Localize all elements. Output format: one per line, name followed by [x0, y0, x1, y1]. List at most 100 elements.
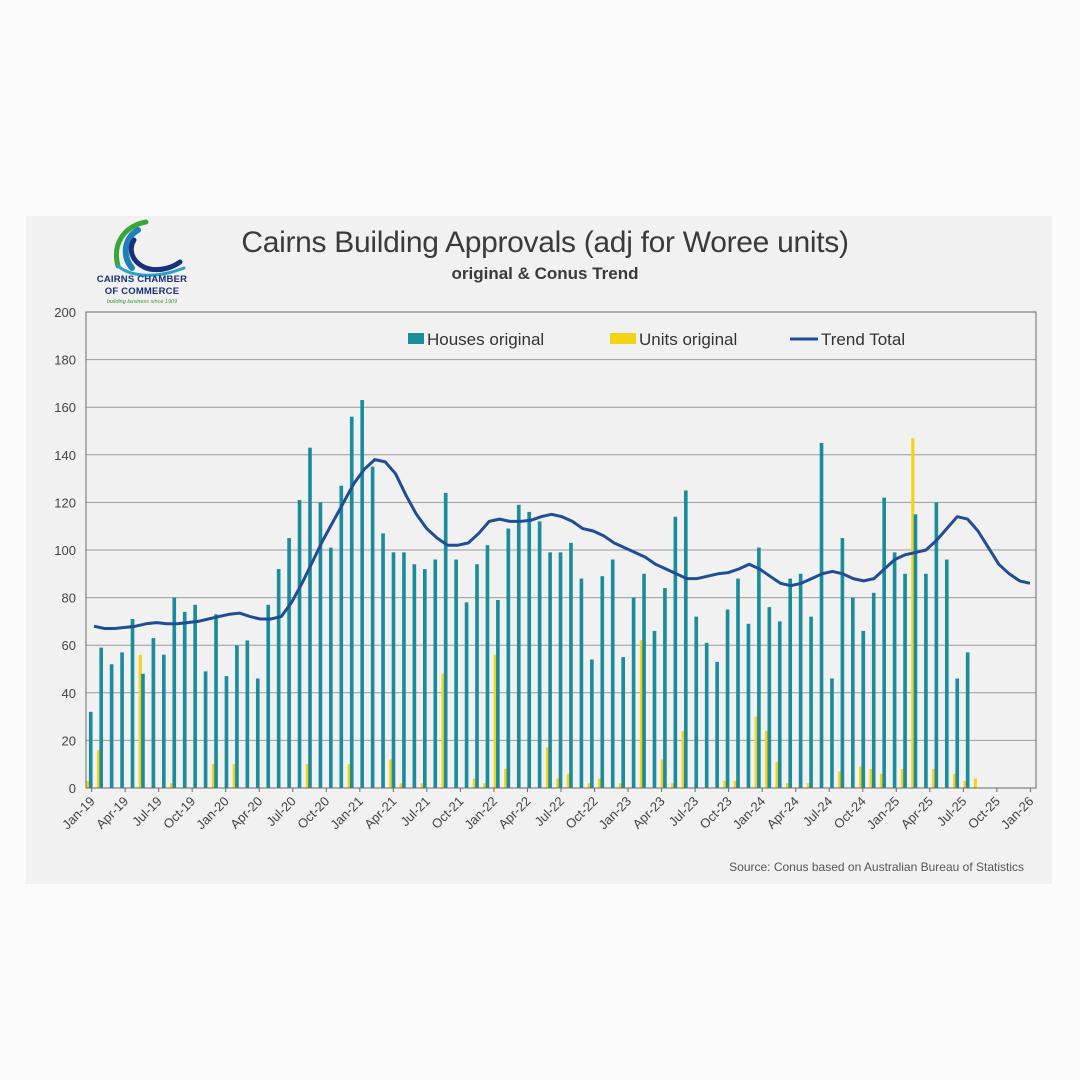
units-bar — [598, 778, 602, 788]
houses-bar — [496, 599, 500, 788]
houses-bar — [757, 547, 761, 788]
units-bar — [723, 780, 727, 788]
houses-bar — [861, 630, 866, 788]
houses-bar — [109, 664, 114, 788]
units-bar — [932, 768, 936, 788]
houses-bar — [924, 573, 928, 788]
houses-bar — [892, 552, 897, 788]
houses-bar — [798, 573, 803, 788]
houses-bar — [214, 614, 218, 788]
x-tick-label: Jan-20 — [193, 794, 232, 833]
x-tick-label: Oct-19 — [160, 794, 198, 832]
y-tick-label: 140 — [54, 448, 76, 463]
houses-bar — [882, 497, 886, 788]
houses-bar — [516, 504, 521, 788]
x-tick-label: Jan-19 — [59, 794, 98, 833]
houses-bar — [934, 502, 939, 788]
houses-bar — [777, 621, 782, 788]
units-bar — [973, 778, 977, 788]
units-bar — [504, 768, 508, 788]
houses-bar — [360, 400, 365, 788]
houses-bars — [88, 400, 970, 788]
legend-label-houses: Houses original — [427, 330, 544, 349]
y-tick-label: 180 — [54, 353, 76, 368]
x-tick-label: Jul-19 — [129, 794, 165, 830]
legend-label-trend: Trend Total — [821, 330, 905, 349]
logo-tagline: building business since 1909 — [106, 299, 178, 305]
houses-bar — [694, 616, 699, 788]
units-bar — [733, 780, 737, 788]
logo-name-line2: OF COMMERCE — [104, 286, 180, 297]
units-bar — [170, 783, 174, 788]
houses-bar — [579, 578, 584, 788]
houses-bar — [276, 569, 281, 788]
x-tick-label: Jan-23 — [595, 794, 634, 833]
x-tick-label: Jul-21 — [397, 794, 433, 830]
houses-bar — [767, 607, 772, 788]
trend-line — [93, 458, 1031, 630]
houses-bar — [224, 676, 229, 788]
x-tick-label: Jul-25 — [934, 794, 970, 830]
houses-bar — [725, 609, 730, 788]
houses-bar — [965, 652, 970, 788]
x-axis-ticks: Jan-19Apr-19Jul-19Oct-19Jan-20Apr-20Jul-… — [59, 788, 1037, 832]
units-bar — [900, 768, 904, 788]
units-bar — [483, 783, 487, 788]
units-bar — [859, 766, 863, 788]
houses-bar — [339, 485, 344, 788]
y-tick-label: 80 — [62, 591, 76, 606]
houses-bar — [788, 578, 793, 788]
x-tick-label: Apr-20 — [227, 794, 265, 832]
houses-bar — [464, 602, 469, 788]
units-bar — [639, 640, 643, 788]
houses-bar — [162, 654, 166, 788]
units-bar — [305, 764, 309, 788]
y-tick-label: 60 — [62, 638, 76, 653]
chart-title: Cairns Building Approvals (adj for Woree… — [241, 226, 849, 259]
units-bar — [566, 773, 570, 788]
houses-bar — [537, 521, 542, 788]
units-bar — [399, 783, 403, 788]
houses-bar — [308, 447, 312, 788]
houses-bar — [182, 611, 187, 788]
houses-bar — [475, 564, 479, 788]
y-axis-ticks: 0 20 40 60 80 100 120 140 160 180 200 — [54, 305, 76, 796]
x-tick-label: Oct-24 — [831, 794, 869, 832]
houses-bar — [287, 538, 291, 788]
x-tick-label: Apr-23 — [630, 794, 668, 832]
houses-bar — [120, 652, 124, 788]
y-tick-label: 200 — [54, 305, 76, 320]
houses-bar — [903, 573, 907, 788]
houses-bar — [506, 528, 511, 788]
y-tick-label: 120 — [54, 495, 76, 510]
x-tick-label: Jul-23 — [666, 794, 702, 830]
units-bar — [347, 764, 351, 788]
houses-bar — [422, 569, 427, 788]
legend: Houses original Units original Trend Tot… — [408, 330, 905, 349]
units-bar — [775, 761, 779, 788]
units-bar — [138, 654, 142, 788]
x-tick-label: Jan-26 — [998, 794, 1037, 833]
houses-bar — [569, 542, 573, 788]
units-bar — [869, 768, 873, 788]
units-bar — [232, 764, 236, 788]
units-bar — [785, 783, 790, 788]
houses-bar — [955, 678, 960, 788]
houses-bar — [443, 492, 448, 788]
legend-swatch-houses — [408, 333, 424, 344]
houses-bar — [130, 619, 135, 788]
houses-bar — [663, 588, 667, 788]
x-tick-label: Oct-23 — [697, 794, 735, 832]
houses-bar — [527, 511, 532, 788]
houses-bar — [141, 673, 145, 788]
units-bar — [493, 654, 497, 788]
houses-bar — [235, 645, 239, 788]
houses-bar — [245, 640, 250, 788]
houses-bar — [329, 547, 333, 788]
units-bar — [963, 780, 967, 788]
legend-label-units: Units original — [639, 330, 737, 349]
y-tick-label: 160 — [54, 400, 76, 415]
units-bar — [953, 773, 957, 788]
houses-bar — [349, 416, 354, 788]
houses-bar — [558, 552, 563, 788]
